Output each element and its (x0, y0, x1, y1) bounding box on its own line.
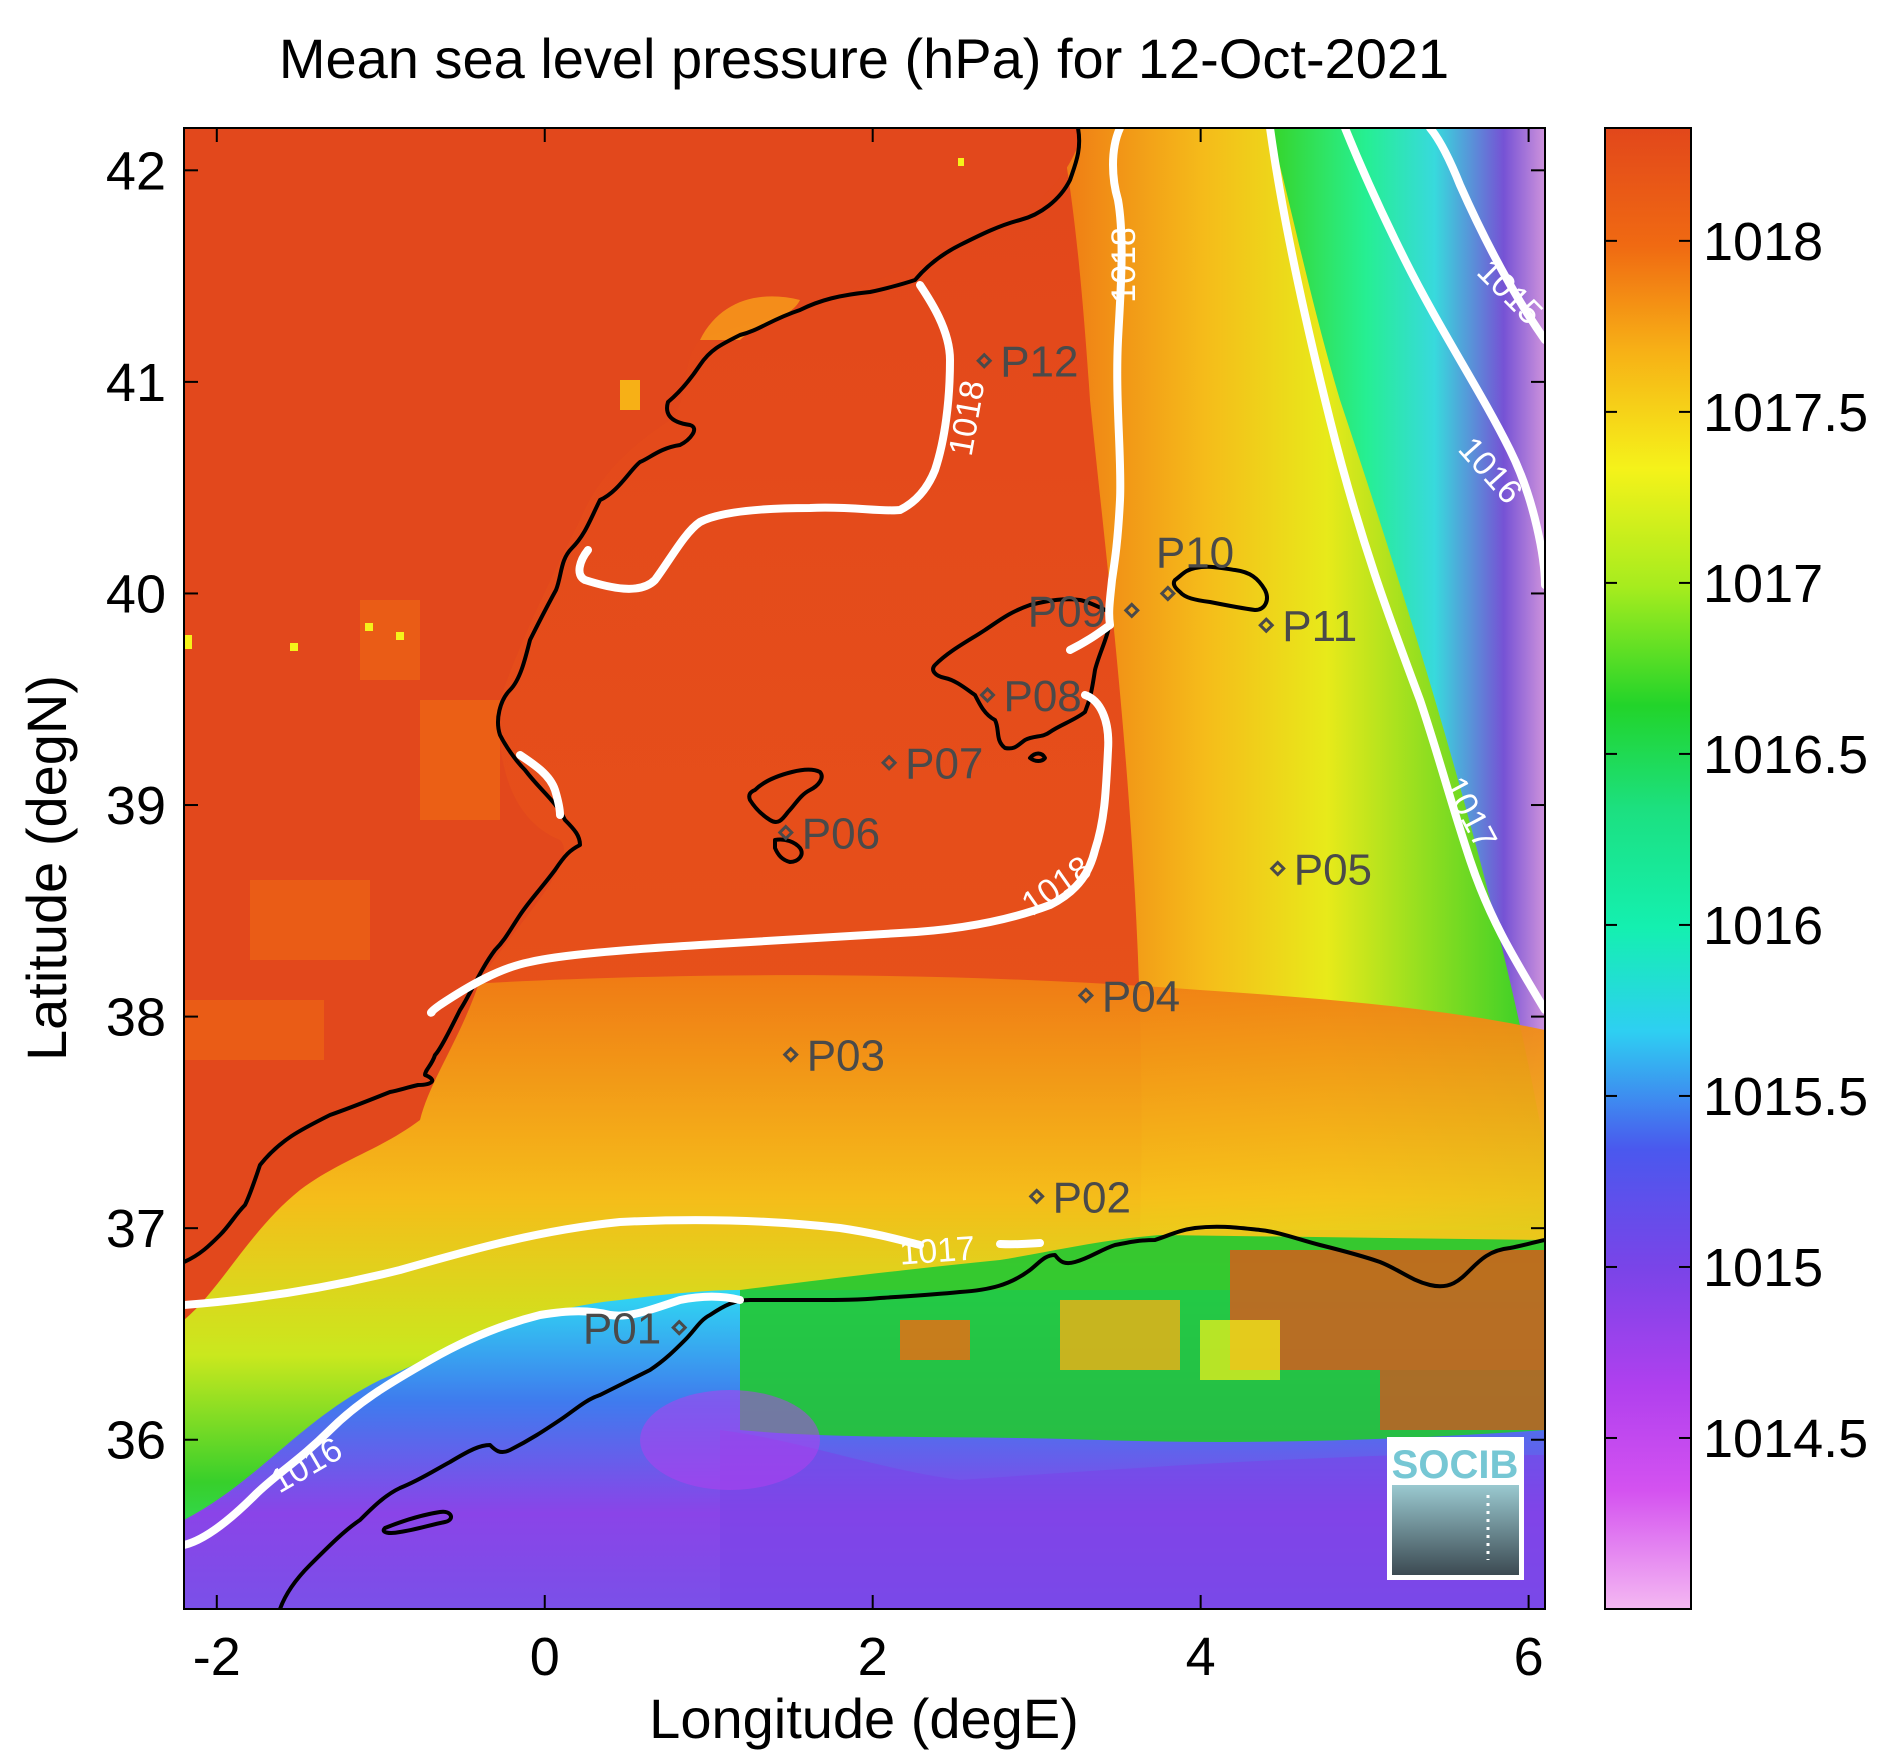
plot-frame (183, 127, 1546, 1610)
station-p04: P04 (1077, 972, 1180, 1021)
station-p06: P06 (777, 810, 880, 859)
contour-label: 1017 (898, 1229, 976, 1272)
station-label: P11 (1282, 602, 1357, 651)
station-marker (1123, 602, 1140, 619)
stations-layer: P01 P02 P03 P04 P05 P06 P07 P08 P09 P10 P11 P12 (583, 338, 1372, 1354)
station-marker (782, 1046, 799, 1063)
x-tick-label: 2 (858, 1627, 888, 1687)
station-p01: P01 (583, 1305, 688, 1354)
station-marker (976, 352, 993, 369)
formentera-outline (773, 837, 804, 864)
station-marker (880, 754, 898, 771)
station-p07: P07 (880, 740, 983, 789)
y-tick-label: 39 (106, 776, 166, 836)
station-marker (1159, 585, 1176, 602)
station-label: P02 (1053, 1173, 1131, 1222)
station-p12: P12 (976, 338, 1078, 387)
colorbar (1604, 127, 1692, 1610)
y-tick-label: 42 (106, 141, 166, 201)
station-label: P01 (583, 1305, 661, 1354)
mallorca-outline (931, 597, 1113, 751)
station-p10: P10 (1156, 528, 1234, 602)
iberia-coastline (184, 128, 1082, 1264)
station-marker (979, 686, 996, 704)
colorbar-ticks: 1014.5 1015 1015.5 1016 1016.5 1017 1017.5 1018 (1605, 212, 1868, 1469)
station-marker (1269, 860, 1286, 877)
y-tick-label: 40 (106, 564, 166, 624)
plot-title: Mean sea level pressure (hPa) for 12-Oct… (279, 27, 1449, 90)
colorbar-tick-label: 1017 (1703, 554, 1823, 614)
station-p05: P05 (1269, 846, 1372, 895)
station-marker (1028, 1188, 1045, 1205)
cabrera-outline (1028, 751, 1047, 763)
station-p08: P08 (979, 672, 1082, 721)
contour-1016-south (184, 1292, 744, 1549)
y-tick-label: 38 (106, 988, 166, 1048)
x-axis-title: Longitude (degE) (649, 1687, 1079, 1750)
colorbar-tick-label: 1015 (1703, 1238, 1823, 1298)
station-p03: P03 (782, 1032, 885, 1081)
station-label: P06 (802, 810, 880, 859)
station-p11: P11 (1258, 602, 1357, 651)
contour-1018-coast-segment (516, 751, 564, 819)
contour-1015-ne (1426, 128, 1545, 344)
colorbar-tick-label: 1016 (1703, 896, 1823, 956)
colorbar-tick-label: 1018 (1703, 212, 1823, 272)
ibiza-outline (747, 767, 824, 824)
pressure-map: 1018 1018 1018 1017 1017 1016 1016 1015 … (184, 128, 1545, 1609)
contour-1018-balearic (1066, 128, 1126, 654)
station-marker (777, 824, 794, 841)
alboran-island-outline (381, 1509, 453, 1535)
contour-1018-south-loop (427, 691, 1113, 1017)
station-label: P10 (1156, 528, 1234, 577)
y-axis: 36 37 38 39 40 41 42 (106, 141, 1545, 1471)
contour-1017-east (1266, 128, 1545, 1014)
station-label: P09 (1028, 587, 1106, 636)
station-p02: P02 (1028, 1173, 1131, 1222)
contour-1018-iberia-bay (575, 281, 954, 593)
x-tick-label: 4 (1186, 1627, 1216, 1687)
menorca-outline (1171, 564, 1269, 612)
contour-1017-south (184, 1216, 1044, 1309)
x-tick-label: -2 (193, 1627, 241, 1687)
y-tick-label: 36 (106, 1411, 166, 1471)
station-marker (1258, 617, 1275, 634)
logo-text: SOCIB (1392, 1443, 1519, 1487)
station-marker (1077, 987, 1094, 1004)
x-tick-label: 6 (1514, 1627, 1544, 1687)
station-label: P03 (807, 1032, 885, 1081)
station-label: P05 (1294, 846, 1372, 895)
contour-label: 1018 (1105, 227, 1143, 303)
y-axis-title: Latitude (degN) (15, 675, 78, 1061)
station-label: P07 (905, 740, 983, 789)
colorbar-tick-label: 1014.5 (1703, 1409, 1868, 1469)
x-tick-label: 0 (530, 1627, 560, 1687)
socib-logo: SOCIB (1387, 1437, 1524, 1580)
colorbar-tick-label: 1016.5 (1703, 725, 1868, 785)
y-tick-label: 41 (106, 353, 166, 413)
y-tick-label: 37 (106, 1199, 166, 1259)
station-marker (671, 1319, 688, 1336)
africa-coastline (278, 1224, 1545, 1609)
station-label: P08 (1003, 672, 1081, 721)
colorbar-tick-label: 1017.5 (1703, 383, 1868, 443)
station-label: P12 (1000, 338, 1078, 387)
station-label: P04 (1102, 972, 1180, 1021)
colorbar-tick-label: 1015.5 (1703, 1067, 1868, 1127)
station-p09: P09 (1028, 587, 1140, 636)
x-axis: -2 0 2 4 6 (193, 128, 1544, 1687)
